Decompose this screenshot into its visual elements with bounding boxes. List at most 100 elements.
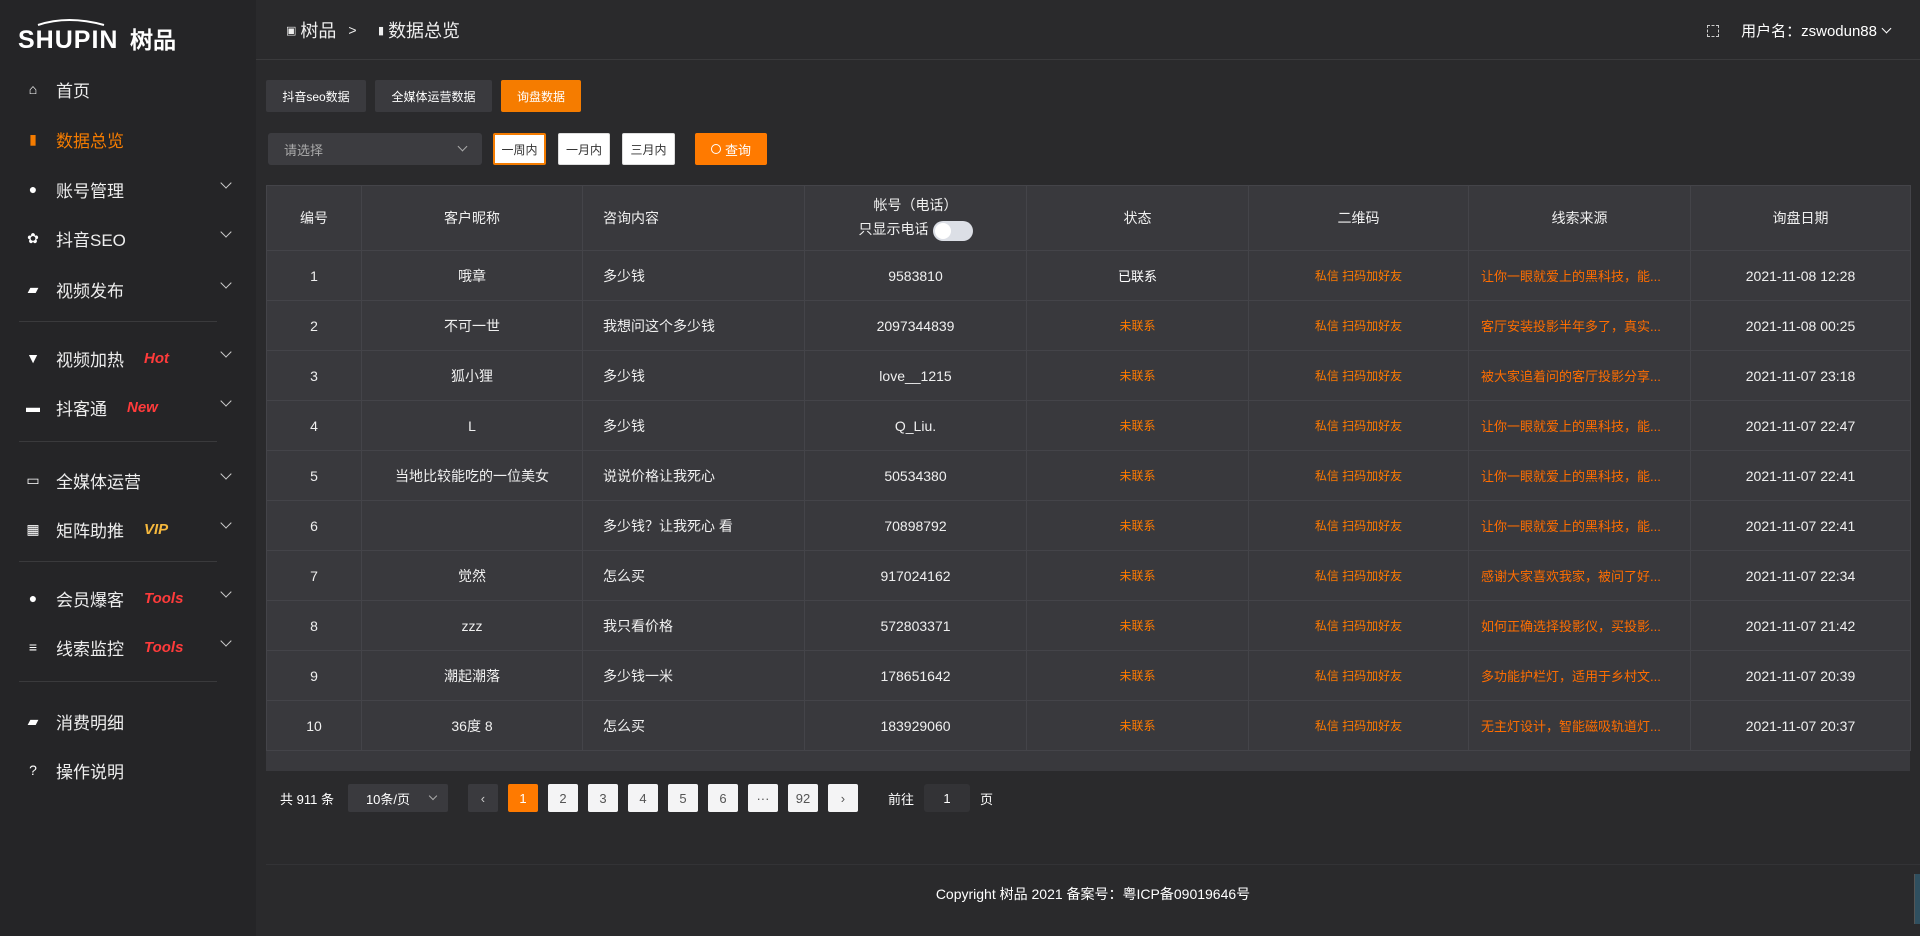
cell-source[interactable]: 让你一眼就爱上的黑科技，能...	[1468, 400, 1691, 451]
cell-account: 9583810	[804, 250, 1027, 301]
breadcrumb-root-label: 树品	[300, 21, 337, 41]
chevron-down-icon[interactable]	[220, 395, 232, 407]
sidebar-item-label: 消费明细	[56, 713, 124, 733]
chevron-down-icon[interactable]	[220, 517, 232, 529]
cell-qrcode[interactable]: 私信 扫码加好友	[1248, 400, 1469, 451]
logo[interactable]: SHUPIN 树品	[18, 14, 186, 54]
page-button[interactable]: 2	[547, 784, 578, 812]
next-page-button[interactable]: ›	[827, 784, 858, 812]
chevron-down-icon[interactable]	[220, 226, 232, 238]
tab-douyin-seo[interactable]: 抖音seo数据	[266, 80, 366, 112]
source-select[interactable]: 请选择	[268, 133, 482, 165]
range-month-button[interactable]: 一月内	[558, 133, 610, 165]
monitor-icon: ▭	[26, 471, 40, 488]
cell-source[interactable]: 被大家追着问的客厅投影分享...	[1468, 350, 1691, 401]
cell-account: 178651642	[804, 650, 1027, 701]
sidebar-item-3[interactable]: ✿ 抖音SEO	[24, 220, 232, 256]
fullscreen-icon[interactable]	[1707, 24, 1720, 37]
page-button[interactable]: ···	[747, 784, 778, 812]
cell-source[interactable]: 如何正确选择投影仪，买投影...	[1468, 600, 1691, 651]
chevron-down-icon[interactable]	[220, 277, 232, 289]
page-button[interactable]: 5	[667, 784, 698, 812]
cell-account: Q_Liu.	[804, 400, 1027, 451]
sidebar-item-label: 数据总览	[56, 131, 124, 151]
cell-source[interactable]: 让你一眼就爱上的黑科技，能...	[1468, 450, 1691, 501]
sidebar-item-11[interactable]: ▰ 消费明细	[24, 703, 230, 739]
page-button[interactable]: 6	[707, 784, 738, 812]
page-size-select[interactable]: 10条/页	[347, 784, 448, 812]
user-icon: ●	[28, 181, 38, 197]
page-button[interactable]: 3	[587, 784, 618, 812]
goto-page-input[interactable]: 1	[923, 784, 970, 812]
cell-source[interactable]: 多功能护栏灯，适用于乡村文...	[1468, 650, 1691, 701]
cell-id: 4	[266, 400, 362, 451]
page-button[interactable]: 4	[627, 784, 658, 812]
cell-qrcode[interactable]: 私信 扫码加好友	[1248, 600, 1469, 651]
cell-content: 说说价格让我死心	[582, 450, 805, 501]
prev-page-button[interactable]: ‹	[467, 784, 498, 812]
sidebar-item-6[interactable]: ▬ 抖客通 New	[24, 389, 232, 425]
query-button[interactable]: 查询	[695, 133, 767, 165]
cell-status: 未联系	[1026, 600, 1249, 651]
cell-source[interactable]: 客厅安装投影半年多了，真实...	[1468, 300, 1691, 351]
range-week-button[interactable]: 一周内	[493, 133, 546, 165]
sidebar-item-9[interactable]: ● 会员爆客 Tools	[24, 580, 232, 616]
sidebar-item-7[interactable]: ▭ 全媒体运营	[24, 462, 232, 498]
cell-qrcode[interactable]: 私信 扫码加好友	[1248, 650, 1469, 701]
page-button[interactable]: 1	[507, 784, 538, 812]
tab-inquiry[interactable]: 询盘数据	[501, 80, 581, 112]
pagination: 共 911 条 10条/页 ‹ 1 2 3 4 5 6 ··· 92 › 前往 1 页	[280, 784, 993, 812]
breadcrumb-root[interactable]: ▣ 树品 >	[286, 17, 357, 43]
range-3month-button[interactable]: 三月内	[622, 133, 675, 165]
sidebar-item-5[interactable]: ▼ 视频加热 Hot	[24, 340, 232, 376]
cell-qrcode[interactable]: 私信 扫码加好友	[1248, 300, 1469, 351]
sidebar: SHUPIN 树品 ⌂ 首页 ▮ 数据总览 ● 账号管理 ✿ 抖音SEO ▰ 视频发布 ▼ 视频加热 H…	[0, 0, 256, 936]
cell-account: 70898792	[804, 500, 1027, 551]
search-icon	[710, 144, 721, 154]
boost-icon: ▼	[26, 350, 40, 366]
sidebar-item-8[interactable]: ▦ 矩阵助推 VIP	[24, 511, 232, 547]
shupin-logo: SHUPIN 树品	[18, 19, 176, 51]
chevron-down-icon[interactable]	[220, 468, 232, 480]
sidebar-item-1[interactable]: ▮ 数据总览	[24, 121, 230, 157]
chevron-down-icon[interactable]	[1881, 23, 1892, 34]
chevron-down-icon[interactable]	[220, 177, 232, 189]
table-row: 8 zzz 我只看价格 572803371 未联系 私信 扫码加好友 如何正确选择投影仪，买…	[266, 600, 1911, 651]
sidebar-item-label: 抖音SEO	[56, 230, 126, 250]
cell-nickname: 觉然	[361, 550, 583, 601]
cell-source[interactable]: 让你一眼就爱上的黑科技，能...	[1468, 500, 1691, 551]
user-menu[interactable]: 用户名：zswodun88	[1741, 23, 1877, 40]
sidebar-divider	[19, 321, 217, 322]
table-row: 6 多少钱？让我死心 看 70898792 未联系 私信 扫码加好友 让你一眼就爱上的黑科…	[266, 500, 1911, 551]
cell-qrcode[interactable]: 私信 扫码加好友	[1248, 700, 1469, 751]
cell-qrcode[interactable]: 私信 扫码加好友	[1248, 250, 1469, 301]
cell-nickname: zzz	[361, 600, 583, 651]
sidebar-item-2[interactable]: ● 账号管理	[24, 171, 232, 207]
phone-only-toggle[interactable]	[932, 220, 973, 241]
cell-qrcode[interactable]: 私信 扫码加好友	[1248, 550, 1469, 601]
cell-source[interactable]: 无主灯设计，智能磁吸轨道灯...	[1468, 700, 1691, 751]
cell-qrcode[interactable]: 私信 扫码加好友	[1248, 500, 1469, 551]
cell-source[interactable]: 让你一眼就爱上的黑科技，能...	[1468, 250, 1691, 301]
side-widget[interactable]	[1914, 874, 1920, 924]
cell-id: 5	[266, 450, 362, 501]
cell-nickname: L	[361, 400, 583, 451]
page-button[interactable]: 92	[787, 784, 818, 812]
gear-icon: ✿	[27, 229, 39, 246]
sidebar-item-12[interactable]: ? 操作说明	[24, 752, 230, 788]
sidebar-item-4[interactable]: ▰ 视频发布	[24, 271, 232, 307]
cell-source[interactable]: 感谢大家喜欢我家，被问了好...	[1468, 550, 1691, 601]
chevron-down-icon[interactable]	[220, 635, 232, 647]
cell-qrcode[interactable]: 私信 扫码加好友	[1248, 450, 1469, 501]
cell-id: 3	[266, 350, 362, 401]
sidebar-badge: New	[127, 398, 158, 416]
cell-date: 2021-11-08 12:28	[1690, 250, 1911, 301]
sidebar-item-0[interactable]: ⌂ 首页	[24, 71, 230, 107]
chevron-down-icon[interactable]	[220, 586, 232, 598]
cell-date: 2021-11-07 20:37	[1690, 700, 1911, 751]
cell-qrcode[interactable]: 私信 扫码加好友	[1248, 350, 1469, 401]
tab-all-media[interactable]: 全媒体运营数据	[375, 80, 492, 112]
sidebar-item-10[interactable]: ≡ 线索监控 Tools	[24, 629, 232, 665]
table-row: 2 不可一世 我想问这个多少钱 2097344839 未联系 私信 扫码加好友 客厅安装投影…	[266, 300, 1911, 351]
chevron-down-icon[interactable]	[220, 346, 232, 358]
